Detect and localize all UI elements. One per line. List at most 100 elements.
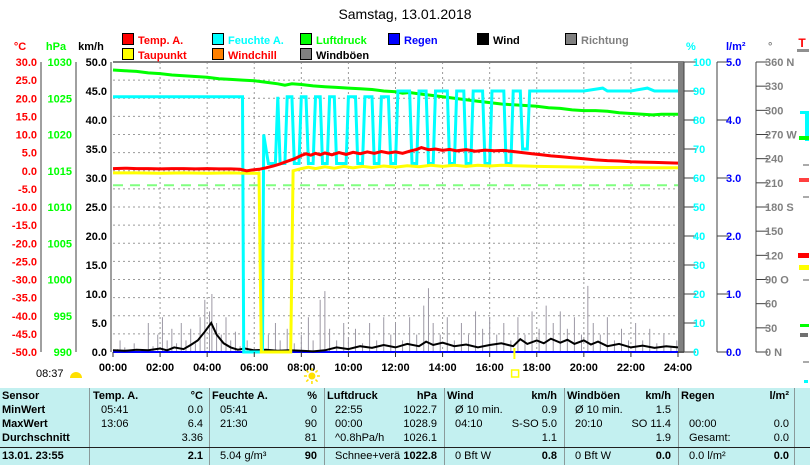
legend-item-feuchte-a-: Feuchte A.	[212, 33, 284, 47]
table-col-unit: %	[307, 390, 317, 402]
legend-swatch	[300, 48, 312, 60]
axis-header-wind: km/h	[78, 41, 104, 53]
legend-swatch	[477, 33, 489, 45]
axis-header-direction: °	[768, 41, 772, 53]
table-sub-label: 04:10	[455, 418, 483, 430]
x-axis-label: 00:00	[99, 362, 127, 374]
legend-label: Temp. A.	[138, 35, 184, 47]
axis-tick-label-rain: 0.0	[726, 347, 741, 359]
series-line-temp-a-	[112, 146, 679, 173]
table-value: 6.4	[187, 418, 203, 430]
legend-item-windchill: Windchill	[212, 48, 277, 62]
table-column-separator	[444, 388, 445, 465]
axis-tick-label-humidity: 80	[693, 115, 705, 127]
table-sub-label: Schnee+verä	[335, 450, 401, 462]
table-header-sensor: Sensor	[2, 390, 40, 402]
legend-label: Windchill	[228, 50, 277, 62]
axis-tick-label-pressure: 1020	[48, 130, 72, 142]
x-axis-label: 18:00	[523, 362, 551, 374]
axis-tick-label-direction: 30	[765, 323, 777, 335]
table-sub-label: 13:06	[101, 418, 129, 430]
right-strip-mark	[797, 49, 809, 52]
x-axis-label: 04:00	[193, 362, 221, 374]
axis-tick-label-rain: 3.0	[726, 173, 741, 185]
x-axis-label: 10:00	[334, 362, 362, 374]
table-column-separator	[678, 388, 679, 465]
axis-tick-label-wind: 5.0	[92, 318, 107, 330]
table-col-header: Luftdruck	[327, 390, 378, 402]
table-sub-label: 05:41	[220, 404, 248, 416]
table-column-separator	[794, 388, 795, 465]
axis-tick-label-temp: -15.0	[12, 220, 37, 232]
table-sub-label: Gesamt:	[689, 432, 731, 444]
table-sub-label: 00:00	[335, 418, 363, 430]
right-strip-mark	[803, 279, 809, 281]
right-strip-header: T	[798, 36, 806, 50]
table-row-label: 13.01. 23:55	[2, 450, 64, 462]
table-sub-label: Ø 10 min.	[455, 404, 503, 416]
right-strip-mark	[803, 196, 809, 198]
axis-tick-label-wind: 10.0	[86, 289, 107, 301]
axis-tick-label-humidity: 40	[693, 231, 705, 243]
right-strip-mark	[804, 380, 808, 383]
axis-tick-label-direction: 180 S	[765, 202, 794, 214]
table-sub-label: 5.04 g/m³	[220, 450, 267, 462]
sunrise-time: 08:37	[36, 368, 64, 380]
axis-tick-label-temp: 30.0	[16, 57, 37, 69]
legend-item-taupunkt: Taupunkt	[122, 48, 187, 62]
x-axis-label: 24:00	[664, 362, 692, 374]
table-sub-label: 05:41	[101, 404, 129, 416]
legend-label: Windböen	[316, 50, 370, 62]
axis-tick-label-direction: 90 O	[765, 275, 789, 287]
axis-tick-label-humidity: 10	[693, 318, 705, 330]
axis-tick-label-direction: 240	[765, 154, 783, 166]
table-sub-label: ^0.8hPa/h	[335, 432, 385, 444]
axis-tick-label-temp: -45.0	[12, 329, 37, 341]
axis-tick-label-pressure: 1030	[48, 57, 72, 69]
axis-tick-label-wind: 40.0	[86, 115, 107, 127]
axis-tick-label-pressure: 1025	[48, 93, 72, 105]
right-strip-mark	[805, 113, 809, 141]
x-axis-label: 08:00	[287, 362, 315, 374]
table-row-label: MinWert	[2, 404, 46, 416]
x-axis-label: 20:00	[570, 362, 598, 374]
axis-tick-label-direction: 270 W	[765, 130, 797, 142]
right-strip-mark	[803, 361, 809, 363]
axis-tick-label-direction: 360 N	[765, 57, 794, 69]
table-value: 0.9	[541, 404, 557, 416]
table-value: 0.0	[773, 450, 789, 462]
axis-tick-label-temp: 20.0	[16, 93, 37, 105]
table-value: 0.8	[541, 450, 557, 462]
table-value: 0.0	[655, 450, 671, 462]
axis-tick-label-temp: -25.0	[12, 256, 37, 268]
axis-tick-label-wind: 0.0	[92, 347, 107, 359]
table-column-separator	[89, 388, 90, 465]
table-current-row-divider	[0, 447, 810, 448]
sunset-marker-icon	[510, 369, 520, 378]
axis-tick-label-temp: 0.0	[22, 166, 37, 178]
axis-tick-label-humidity: 0	[693, 347, 699, 359]
table-col-header: Feuchte A.	[212, 390, 268, 402]
table-sub-label: 0 Bft W	[575, 450, 612, 462]
x-axis-label: 06:00	[240, 362, 268, 374]
legend-label: Feuchte A.	[228, 35, 284, 47]
table-sub-label: 20:10	[575, 418, 603, 430]
right-strip-mark	[798, 253, 809, 258]
table-value: 1026.1	[403, 432, 437, 444]
legend-label: Richtung	[581, 35, 629, 47]
table-sub-label: 00:00	[689, 418, 717, 430]
weather-chart-plot[interactable]: 30.0 25.0 20.0 15.0 10.0 5.0 0.0 -5.0 -10.0 -15.0…	[0, 0, 810, 388]
axis-tick-label-temp: -35.0	[12, 293, 37, 305]
right-strip-mark	[800, 333, 808, 337]
table-value: S-SO 5.0	[511, 418, 557, 430]
table-col-unit: km/h	[531, 390, 557, 402]
axis-header-humidity: %	[686, 41, 696, 53]
right-strip-mark	[799, 178, 809, 182]
table-col-unit: hPa	[416, 390, 437, 402]
series-line-wind	[112, 321, 679, 353]
axis-tick-label-humidity: 60	[693, 173, 705, 185]
axis-tick-label-humidity: 20	[693, 289, 705, 301]
legend-item-windböen: Windböen	[300, 48, 370, 62]
table-sub-label: 0.0 l/m²	[689, 450, 726, 462]
table-value: 1022.8	[403, 450, 437, 462]
